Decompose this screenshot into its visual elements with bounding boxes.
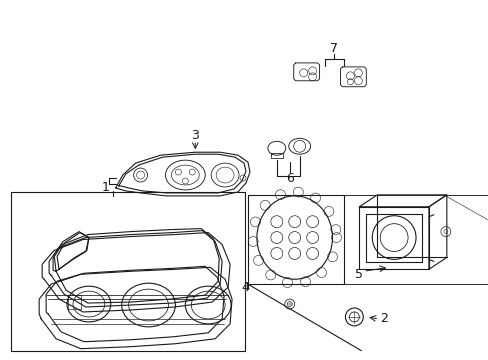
- Text: 7: 7: [330, 41, 338, 54]
- Text: 4: 4: [241, 281, 248, 294]
- Text: 1: 1: [102, 181, 109, 194]
- Text: 5: 5: [355, 268, 363, 281]
- Text: 2: 2: [380, 312, 387, 325]
- Text: 6: 6: [285, 171, 293, 185]
- Text: 3: 3: [191, 129, 199, 142]
